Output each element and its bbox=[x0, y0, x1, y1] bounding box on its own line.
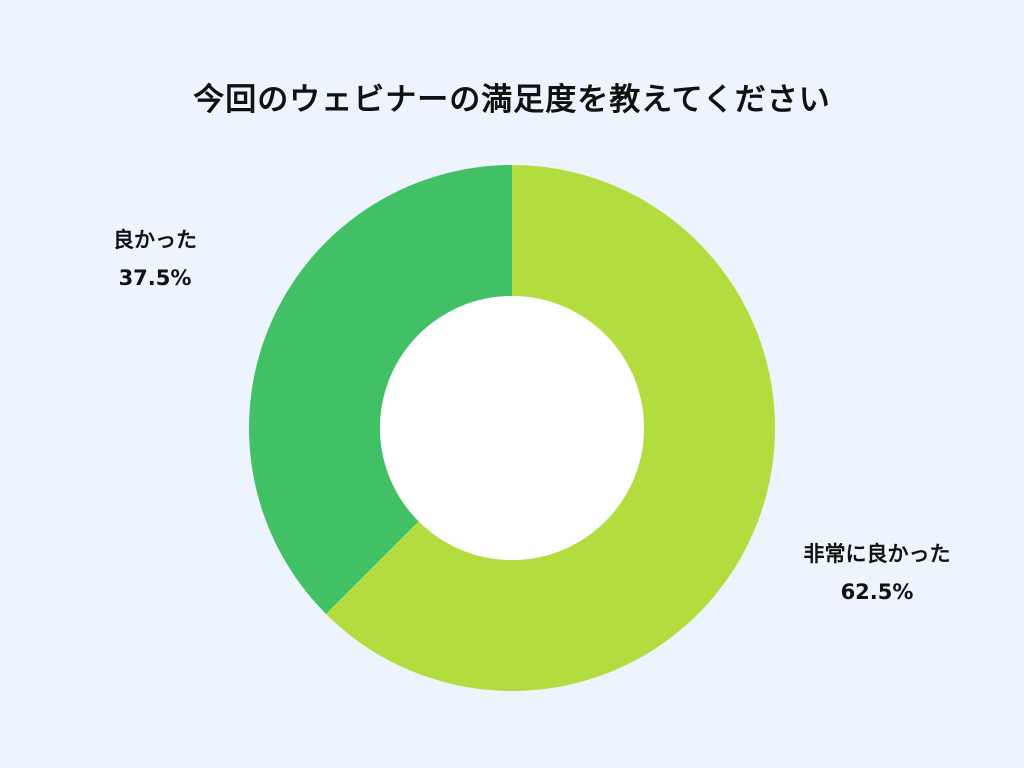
slice-label-very-good-name: 非常に良かった bbox=[803, 542, 951, 566]
chart-title: 今回のウェビナーの満足度を教えてください bbox=[193, 82, 831, 118]
slice-label-good-value: 37.5% bbox=[118, 266, 192, 290]
slice-label-very-good: 非常に良かった 62.5% bbox=[772, 535, 982, 611]
slice-label-good-name: 良かった bbox=[113, 228, 197, 252]
slice-label-very-good-value: 62.5% bbox=[840, 580, 914, 604]
slice-very-good bbox=[326, 165, 775, 692]
slice-good bbox=[249, 165, 513, 614]
slice-label-good: 良かった 37.5% bbox=[90, 221, 220, 297]
donut-hole bbox=[380, 296, 644, 560]
